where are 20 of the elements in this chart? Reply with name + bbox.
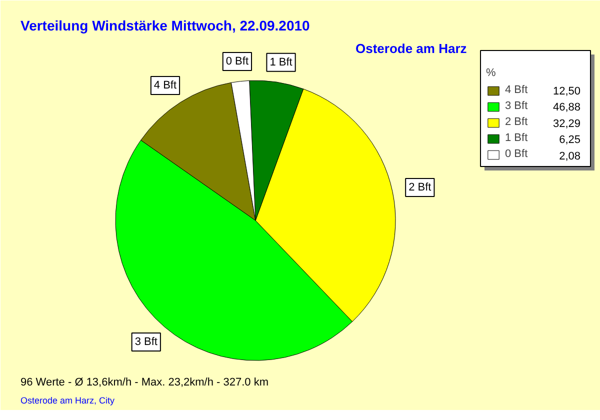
legend-label: 3 Bft [505,100,529,112]
legend-label: 0 Bft [505,148,529,160]
chart-subtitle: Osterode am Harz [356,41,468,56]
data-label: 32,29 [552,118,581,130]
data-label: 2,08 [559,150,581,162]
data-label: 46,88 [552,102,581,114]
text: Osterode am Harz, City [20,396,116,406]
slice-label: 4 Bft [154,80,177,92]
data-label: 12,50 [552,86,581,98]
legend-label: 4 Bft [505,84,529,96]
chart-title: Verteilung Windstärke Mittwoch, 22.09.2010 [20,18,310,34]
slice-label: 1 Bft [270,56,292,68]
slice-label: 3 Bft [134,336,158,348]
legend-label: 2 Bft [505,116,529,128]
slice-label: 2 Bft [408,182,432,194]
data-label: 6,25 [559,134,581,146]
legend-label: 1 Bft [505,132,529,144]
slice-label: 0 Bft [226,55,249,68]
legend-title: % [486,67,497,79]
text: 96 Werte - Ø 13,6km/h - Max. 23,2km/h - 327.0 km [20,376,268,388]
